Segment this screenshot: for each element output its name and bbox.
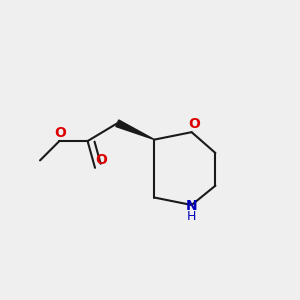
Polygon shape — [116, 120, 154, 140]
Text: O: O — [54, 126, 66, 140]
Text: O: O — [95, 152, 107, 167]
Text: H: H — [187, 210, 196, 224]
Text: O: O — [189, 117, 200, 131]
Text: N: N — [186, 200, 197, 214]
